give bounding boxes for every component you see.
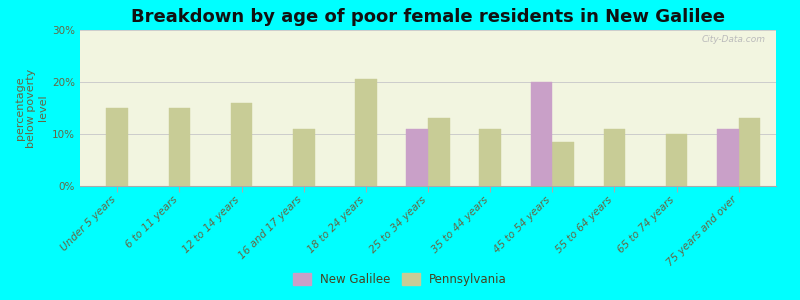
Bar xyxy=(666,134,687,186)
Bar xyxy=(106,108,128,186)
Bar xyxy=(428,118,450,186)
Legend: New Galilee, Pennsylvania: New Galilee, Pennsylvania xyxy=(288,268,512,291)
Bar xyxy=(355,80,377,186)
Bar xyxy=(169,108,190,186)
Y-axis label: percentage
below poverty
level: percentage below poverty level xyxy=(14,68,48,148)
Bar xyxy=(293,129,314,186)
Bar xyxy=(406,129,428,186)
Bar xyxy=(738,118,761,186)
Text: City-Data.com: City-Data.com xyxy=(702,35,766,44)
Bar xyxy=(552,142,574,186)
Bar xyxy=(230,103,253,186)
Bar xyxy=(717,129,738,186)
Bar xyxy=(530,82,552,186)
Bar xyxy=(479,129,501,186)
Bar xyxy=(603,129,626,186)
Title: Breakdown by age of poor female residents in New Galilee: Breakdown by age of poor female resident… xyxy=(131,8,725,26)
